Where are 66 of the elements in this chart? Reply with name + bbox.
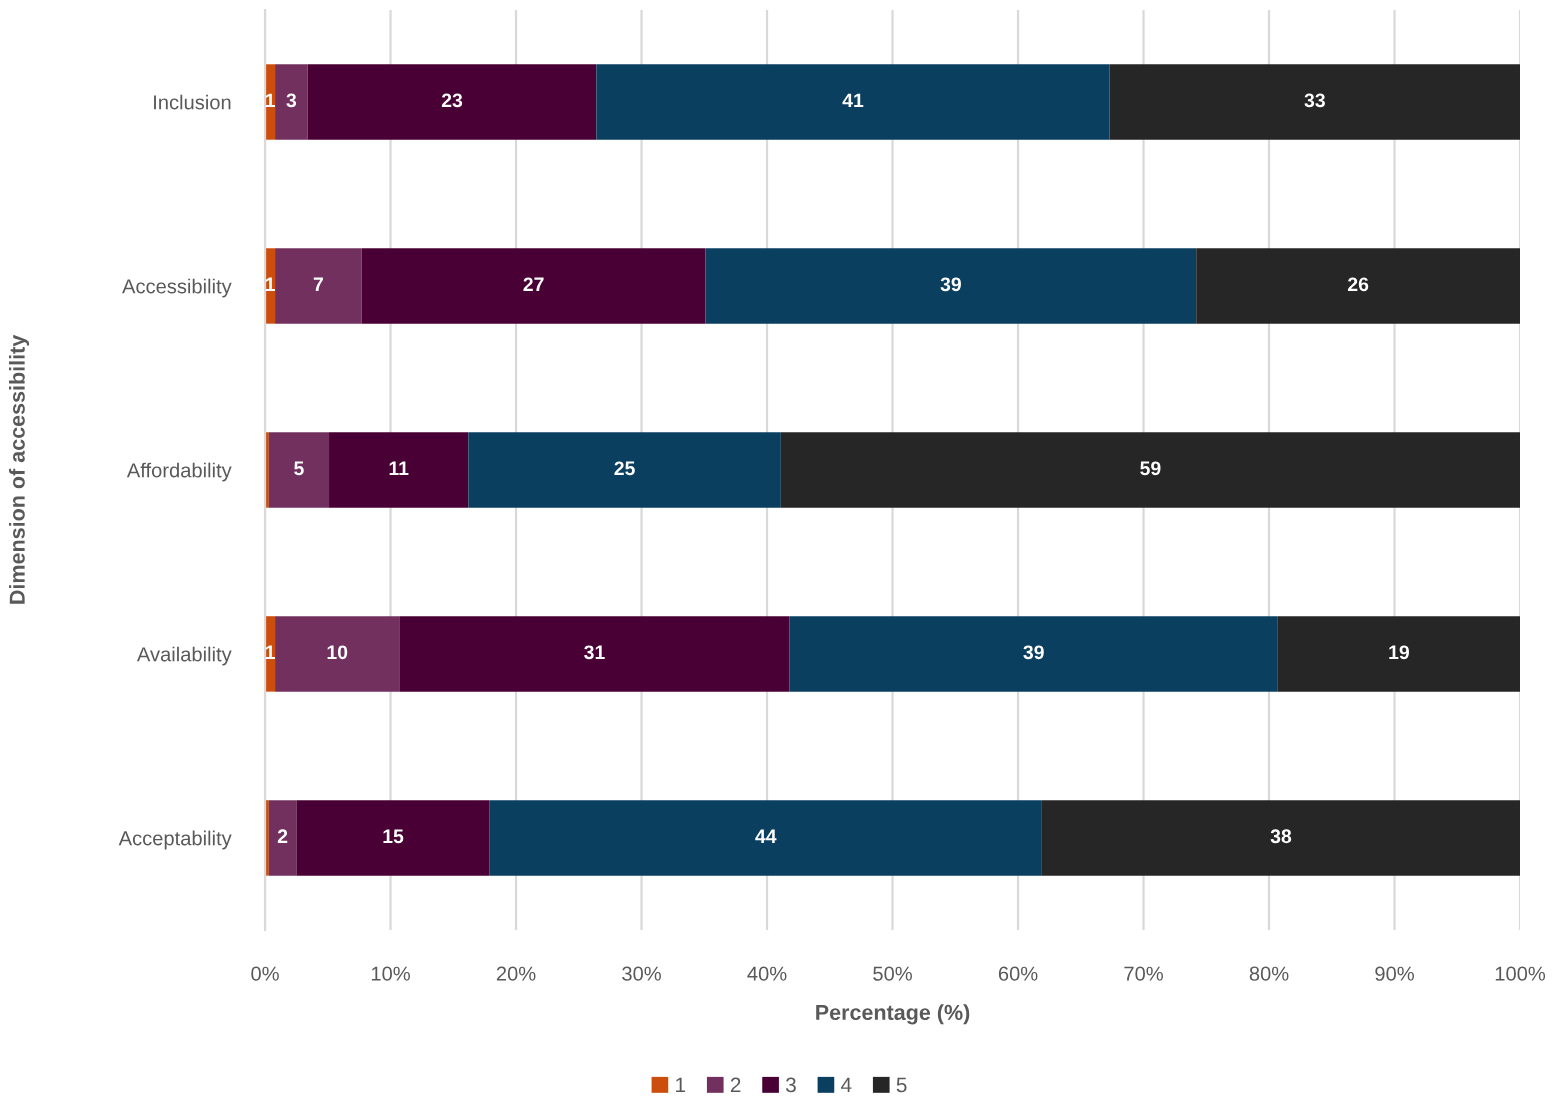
x-tick-label: 0% [251, 966, 279, 981]
data-label: 2 [277, 829, 288, 843]
x-tick-label: 10% [371, 966, 410, 981]
bar [275, 248, 362, 324]
x-tick-label: 80% [1249, 966, 1289, 981]
data-label: 10 [327, 645, 348, 660]
data-label: 59 [1140, 461, 1161, 476]
data-label: 1 [265, 93, 275, 108]
x-axis-title: Percentage (%) [816, 1004, 970, 1025]
data-label: 23 [441, 93, 463, 108]
data-label: 33 [1304, 93, 1325, 108]
legend-label: 1 [676, 1077, 686, 1093]
legend-label: 4 [840, 1077, 852, 1093]
bar [296, 800, 490, 876]
data-label: 1 [265, 277, 275, 291]
x-tick-label: 40% [747, 966, 787, 981]
data-label: 31 [584, 645, 605, 660]
data-label: 38 [1270, 829, 1292, 844]
bar [596, 64, 1110, 140]
bar [275, 616, 400, 692]
bar [468, 432, 781, 508]
x-tick-label: 90% [1375, 966, 1414, 981]
y-tick-label: Availability [136, 646, 232, 666]
x-tick-label: 20% [496, 966, 536, 981]
data-label: 44 [755, 829, 777, 843]
bar [1109, 64, 1521, 140]
y-tick-label: Accessibility [122, 278, 232, 298]
legend-label: 5 [896, 1077, 907, 1093]
data-label: 11 [389, 461, 409, 475]
x-tick-label: 50% [873, 966, 912, 981]
bar [789, 616, 1278, 692]
y-tick-label: Acceptability [118, 830, 232, 850]
legend-label: 2 [730, 1077, 741, 1093]
bar [329, 432, 469, 508]
bar [268, 800, 297, 876]
data-label: 15 [383, 829, 404, 844]
data-label: 19 [1389, 645, 1410, 660]
data-label: 25 [614, 461, 635, 476]
data-label: 7 [313, 277, 323, 291]
data-label: 41 [842, 93, 864, 108]
bar [307, 64, 597, 140]
data-label: 3 [286, 93, 297, 108]
legend-label: 3 [785, 1077, 796, 1093]
data-label: 27 [523, 277, 544, 291]
data-label: 39 [1023, 645, 1044, 660]
bar [361, 248, 706, 324]
bar [705, 248, 1197, 324]
y-axis-title: Dimension of accessibility [9, 334, 30, 604]
data-label: 26 [1347, 277, 1369, 292]
bar [1196, 248, 1521, 324]
bar [275, 64, 308, 140]
data-label: 39 [940, 277, 961, 292]
y-tick-label: Inclusion [154, 94, 231, 110]
x-tick-label: 60% [998, 966, 1038, 981]
data-label: 1 [265, 645, 275, 659]
bar [399, 616, 790, 692]
bar [489, 800, 1042, 876]
x-tick-label: 70% [1124, 966, 1163, 981]
y-tick-label: Affordability [126, 462, 232, 482]
x-tick-label: 100% [1495, 966, 1546, 981]
bar [780, 432, 1521, 508]
bar [268, 432, 330, 508]
bar [1041, 800, 1521, 876]
bar [1277, 616, 1521, 692]
data-label: 5 [294, 461, 304, 476]
x-tick-label: 30% [622, 966, 661, 981]
